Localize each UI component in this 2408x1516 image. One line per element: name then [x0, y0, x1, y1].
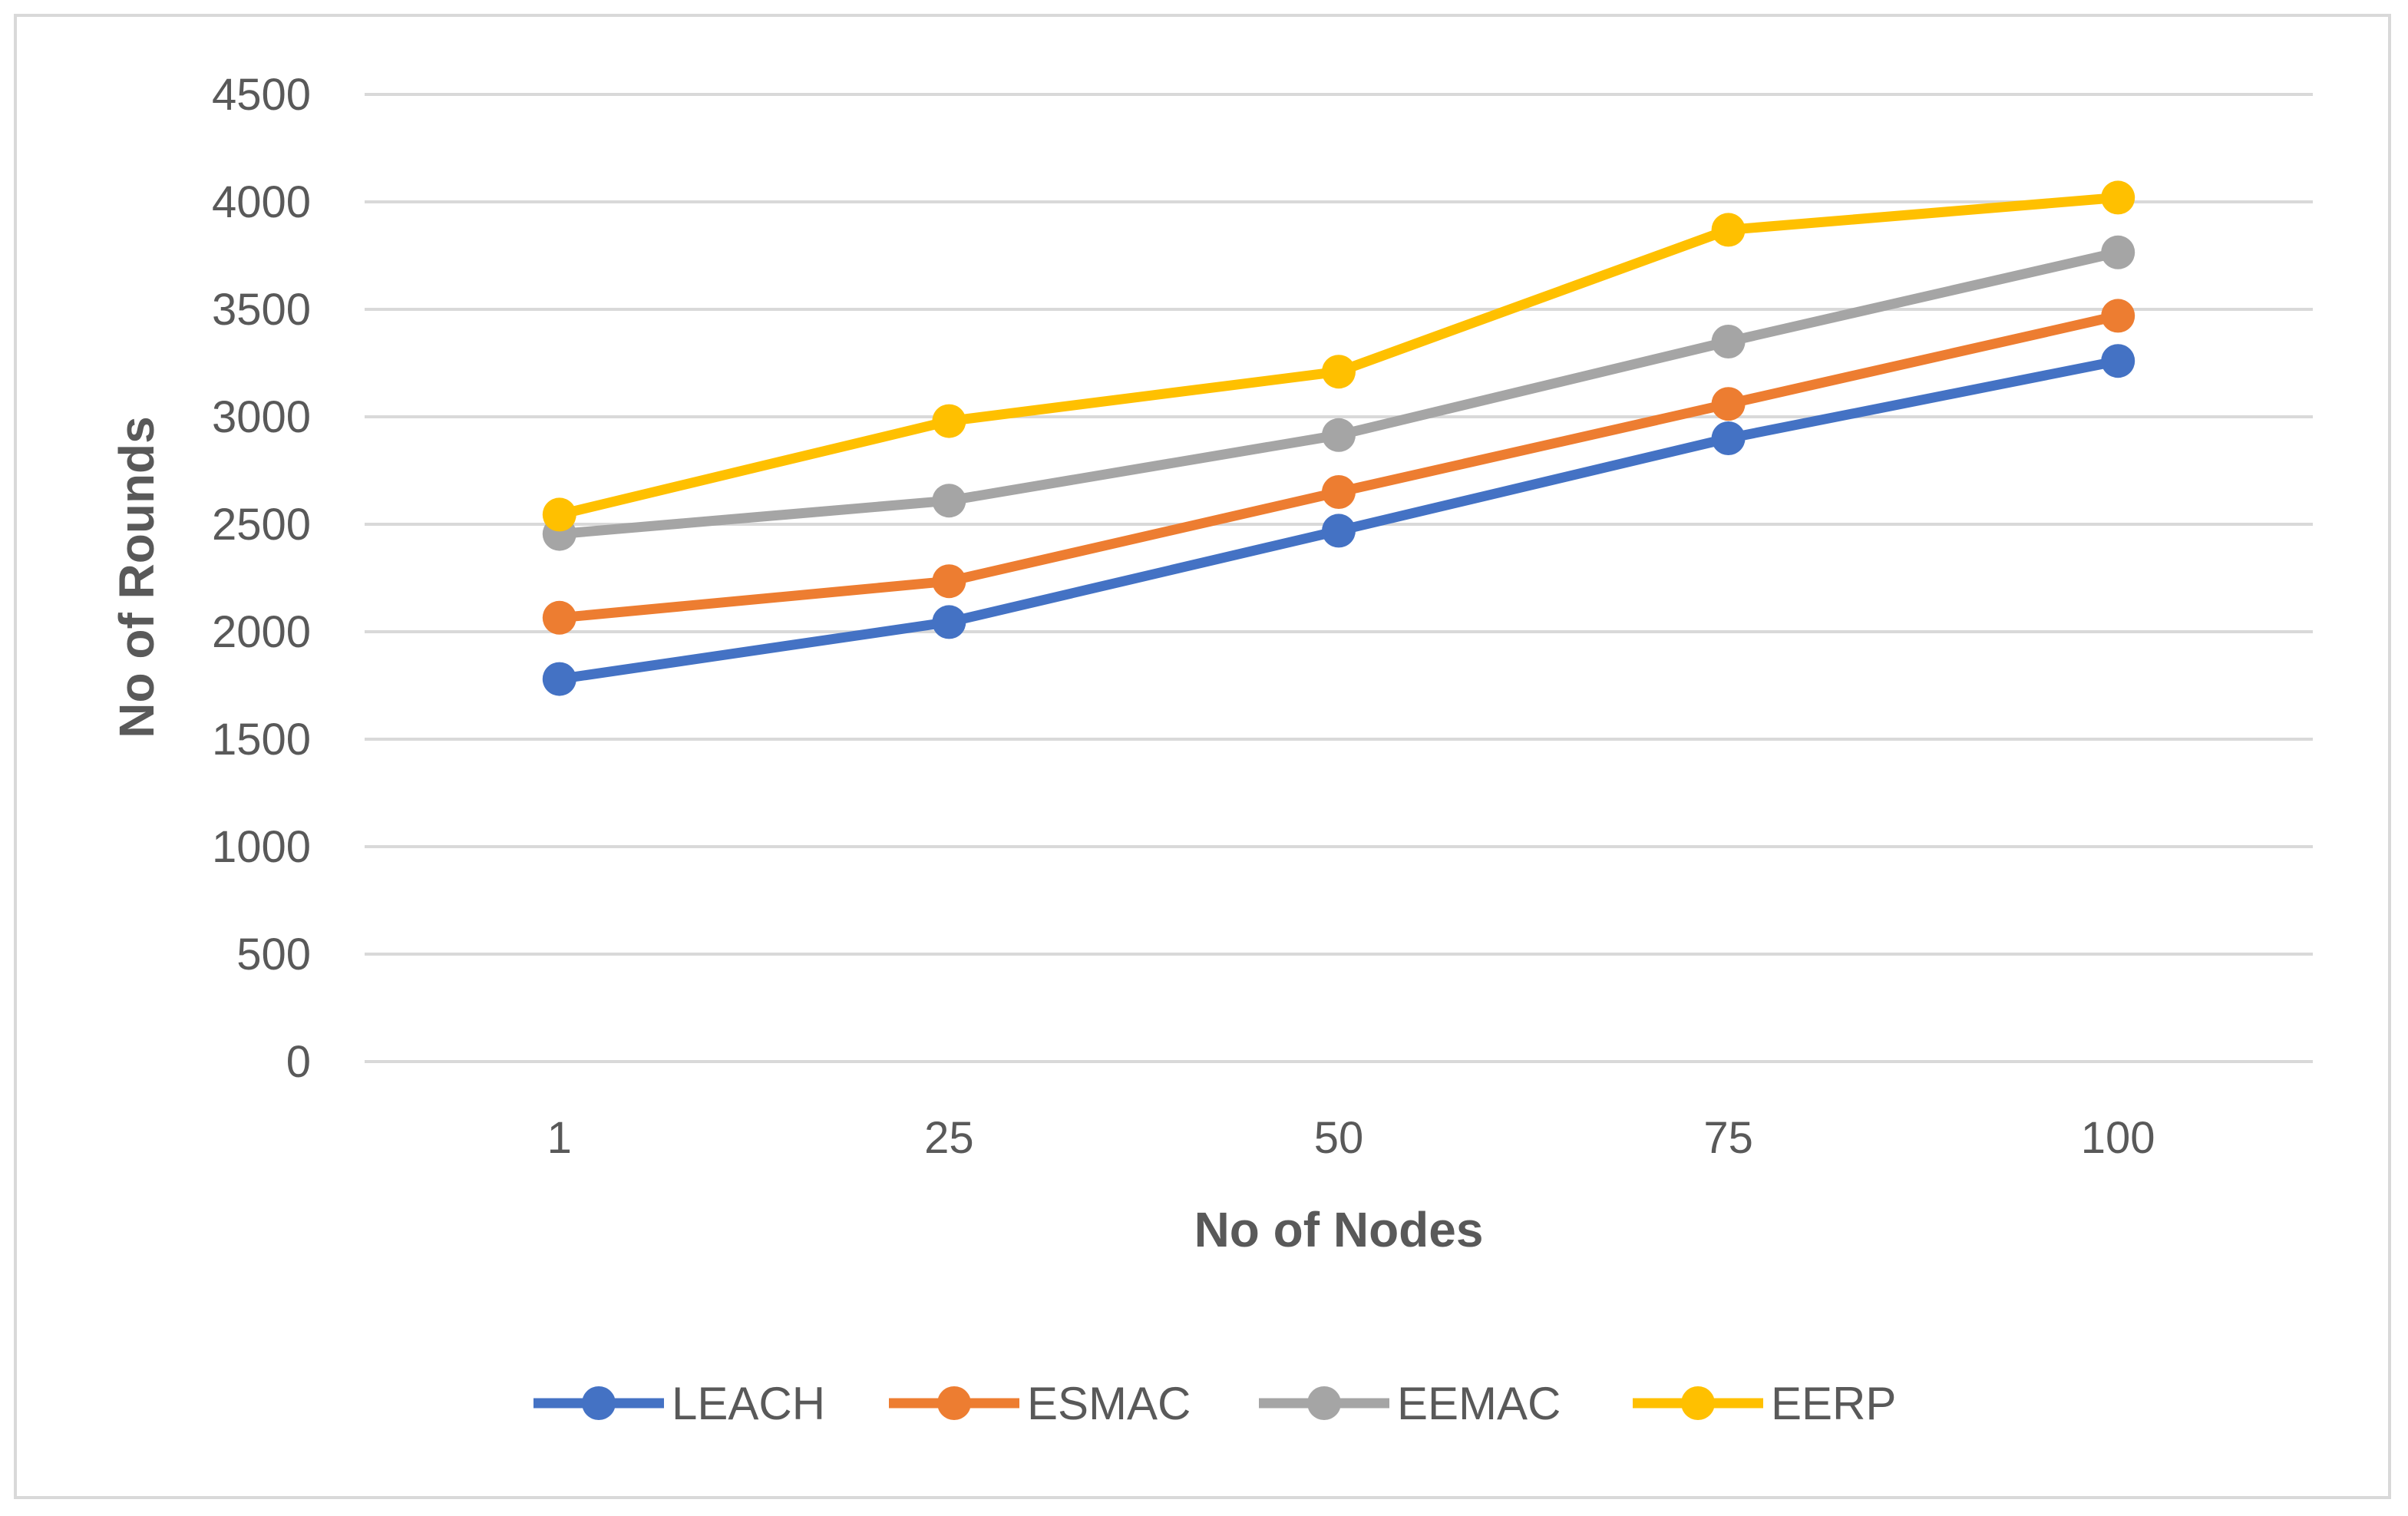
- legend: LEACH ESMAC EEMAC EERP: [533, 1378, 1896, 1429]
- y-tick-label: 2000: [212, 607, 311, 657]
- data-point-eemac: [1711, 325, 1746, 358]
- legend-label: EEMAC: [1397, 1378, 1561, 1429]
- chart-frame: [14, 14, 2391, 1499]
- series-eerp: [542, 180, 2135, 532]
- data-point-esmac: [2101, 299, 2135, 333]
- x-tick-label: 50: [1314, 1113, 1364, 1163]
- data-point-eemac: [932, 484, 966, 518]
- y-tick-label: 4500: [212, 70, 311, 120]
- data-point-eerp: [1322, 355, 1356, 389]
- x-axis-tick-labels: 1 25 50 75 100: [547, 1113, 2155, 1163]
- legend-marker: [937, 1386, 971, 1420]
- x-tick-label: 100: [2081, 1113, 2155, 1163]
- x-axis-title: No of Nodes: [1194, 1202, 1484, 1257]
- legend-label: ESMAC: [1027, 1378, 1191, 1429]
- y-tick-label: 1000: [212, 822, 311, 872]
- legend-marker: [1681, 1386, 1715, 1420]
- legend-item-esmac: ESMAC: [889, 1378, 1191, 1429]
- data-point-eerp: [2101, 180, 2135, 215]
- data-point-eemac: [1322, 418, 1356, 452]
- data-point-eerp: [1711, 213, 1746, 247]
- x-tick-label: 1: [547, 1113, 572, 1163]
- gridlines: [365, 93, 2313, 1063]
- data-point-leach: [542, 662, 576, 696]
- data-point-esmac: [932, 564, 966, 599]
- series-lines: [542, 180, 2135, 696]
- x-tick-label: 25: [924, 1113, 974, 1163]
- y-tick-label: 3000: [212, 392, 311, 442]
- legend-item-leach: LEACH: [533, 1378, 825, 1429]
- y-tick-label: 2500: [212, 500, 311, 550]
- data-point-leach: [932, 605, 966, 639]
- y-tick-label: 4000: [212, 177, 311, 227]
- legend-item-eerp: EERP: [1633, 1378, 1896, 1429]
- y-tick-label: 1500: [212, 715, 311, 765]
- series-esmac: [542, 299, 2135, 635]
- series-leach: [542, 344, 2135, 696]
- legend-label: EERP: [1771, 1378, 1896, 1429]
- legend-marker: [582, 1386, 616, 1420]
- data-point-leach: [1322, 514, 1356, 548]
- legend-marker: [1307, 1386, 1341, 1420]
- data-point-eerp: [542, 497, 576, 532]
- data-point-eemac: [2101, 235, 2135, 269]
- y-axis-title: No of Rounds: [109, 416, 164, 738]
- y-tick-label: 0: [286, 1037, 311, 1087]
- y-tick-label: 500: [236, 930, 311, 979]
- data-point-esmac: [542, 600, 576, 635]
- x-tick-label: 75: [1703, 1113, 1753, 1163]
- data-point-leach: [2101, 344, 2135, 378]
- legend-item-eemac: EEMAC: [1259, 1378, 1561, 1429]
- data-point-eerp: [932, 404, 966, 438]
- data-point-leach: [1711, 421, 1746, 455]
- data-point-esmac: [1711, 387, 1746, 421]
- y-tick-label: 3500: [212, 285, 311, 335]
- data-point-esmac: [1322, 475, 1356, 509]
- legend-label: LEACH: [672, 1378, 825, 1429]
- y-axis-tick-labels: 0 500 1000 1500 2000 2500 3000 3500 4000 4500: [212, 70, 311, 1087]
